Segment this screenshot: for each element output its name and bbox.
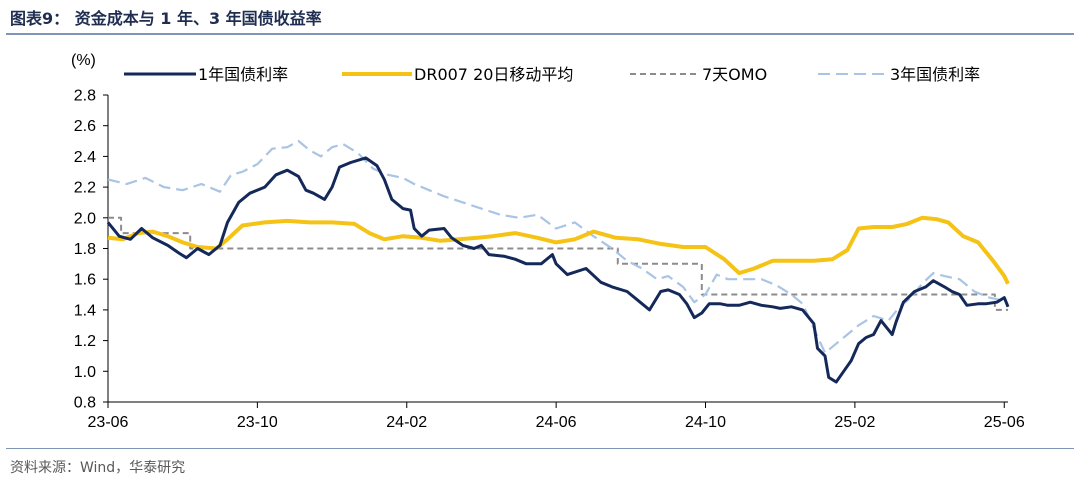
y-axis-unit-label: (%)	[71, 52, 96, 69]
x-tick-label: 23-06	[88, 414, 129, 431]
x-tick-label: 24-10	[685, 414, 726, 431]
y-axis: 0.8 1.0 1.2 1.4 1.6 1.8 2.0 2.2 2.4 2.6 2.8	[74, 88, 109, 412]
series-line-1y-bond	[106, 156, 1010, 384]
bottom-rule	[6, 448, 1074, 449]
x-axis: 23-06 23-10 24-02 24-06 24-10 25-02 25-06	[88, 401, 1025, 431]
x-tick-label: 25-02	[834, 414, 875, 431]
y-tick-label: 1.4	[74, 302, 96, 319]
y-tick-label: 2.6	[74, 118, 96, 135]
figure-title: 图表9： 资金成本与 1 年、3 年国债收益率	[10, 9, 322, 28]
top-rule	[6, 33, 1074, 35]
series-line-dr007	[107, 215, 1010, 285]
y-tick-label: 1.6	[74, 272, 96, 289]
x-tick-label: 25-06	[984, 414, 1025, 431]
y-tick-label: 0.8	[74, 395, 96, 412]
y-tick-label: 1.0	[74, 364, 96, 381]
series-line-omo-7d	[108, 216, 1008, 311]
legend-label: DR007 20日移动平均	[414, 65, 573, 84]
legend: 1年国债利率 DR007 20日移动平均 7天OMO 3年国债利率	[124, 65, 980, 84]
y-tick-label: 2.0	[74, 210, 96, 227]
y-tick-label: 1.8	[74, 241, 96, 258]
x-tick-label: 24-02	[386, 414, 427, 431]
y-tick-label: 2.8	[74, 88, 96, 105]
legend-label: 1年国债利率	[198, 65, 288, 84]
legend-label: 7天OMO	[702, 65, 767, 84]
y-tick-label: 2.2	[74, 180, 96, 197]
x-tick-label: 23-10	[237, 414, 278, 431]
source-note: 资料来源：Wind，华泰研究	[10, 460, 186, 476]
legend-label: 3年国债利率	[890, 65, 980, 84]
series-lines	[106, 139, 1010, 384]
y-tick-label: 1.2	[74, 333, 96, 350]
series-line-3y-bond	[107, 139, 1005, 354]
line-chart: (%) 0.8 1.0 1.2 1.4 1.6 1.8 2.0 2.2 2.4 2.6 2.8 23…	[71, 52, 1025, 431]
x-tick-label: 24-06	[536, 414, 577, 431]
y-tick-label: 2.4	[74, 149, 96, 166]
